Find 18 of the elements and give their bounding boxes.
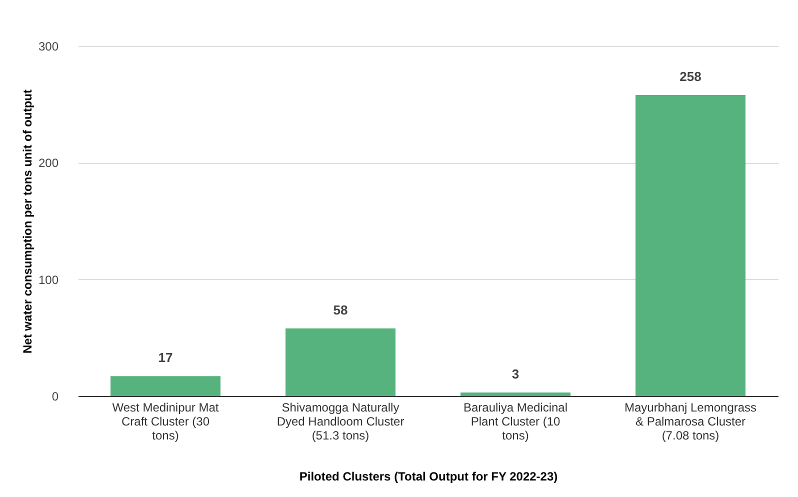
y-tick-label: 0: [52, 390, 59, 404]
bar: [110, 376, 220, 396]
bar: [636, 95, 746, 396]
y-tick-label: 100: [38, 272, 59, 287]
y-tick-label: 200: [38, 156, 59, 170]
bar: [460, 392, 570, 396]
bar: [286, 328, 396, 396]
x-tick-label: West Medinipur Mat Craft Cluster (30 tons): [112, 400, 220, 442]
data-label: 58: [333, 302, 348, 318]
y-axis-title: Net water consumption per tons unit of output: [20, 90, 34, 354]
data-label: 17: [158, 350, 173, 366]
x-tick-label: Mayurbhanj Lemongrass & Palmarosa Cluster (7.08 tons): [624, 400, 757, 442]
y-tick-label: 300: [38, 40, 59, 54]
x-tick-label: Shivamogga Naturally Dyed Handloom Cluster (51.3 tons): [276, 400, 404, 442]
x-tick-label: Barauliya Medicinal Plant Cluster (10 tons): [463, 400, 568, 442]
x-axis-title: Piloted Clusters (Total Output for FY 2022-23): [299, 470, 558, 484]
data-label: 3: [512, 366, 520, 382]
data-label: 258: [680, 69, 702, 84]
